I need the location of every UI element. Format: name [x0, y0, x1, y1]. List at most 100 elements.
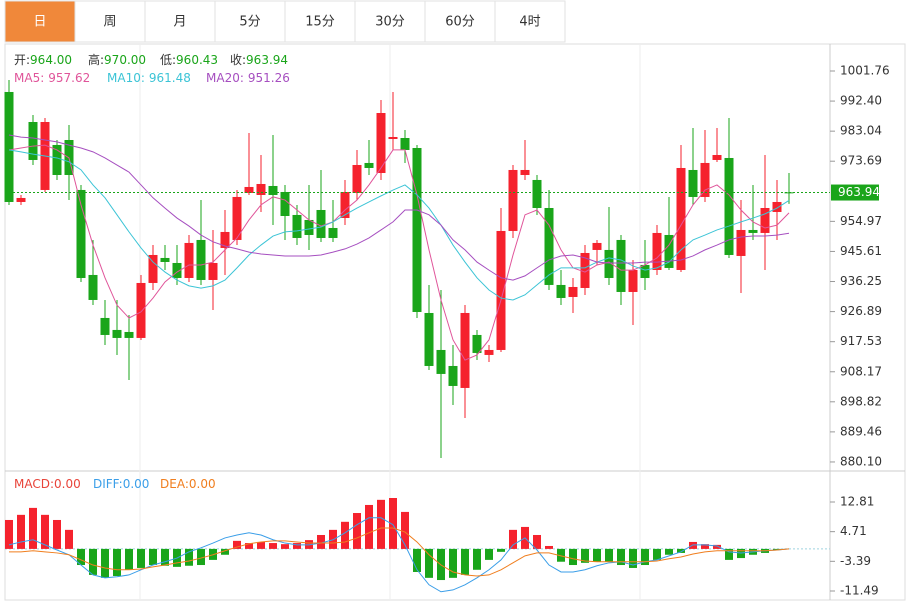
- candle-body: [556, 284, 566, 298]
- candle-body: [256, 183, 266, 195]
- candle-body: [136, 282, 146, 338]
- ohlc-label: 收:: [230, 53, 246, 67]
- macd-bar: [377, 499, 385, 549]
- candle-body: [484, 349, 494, 355]
- y-tick-label: 954.97: [840, 214, 882, 228]
- macd-bar: [101, 548, 109, 578]
- y-tick-label: -3.39: [840, 554, 871, 568]
- tab-label[interactable]: 5分: [239, 15, 260, 30]
- candle-body: [16, 197, 26, 202]
- tab[interactable]: [424, 0, 496, 43]
- ma-legend: MA5: 957.62: [14, 71, 90, 85]
- y-tick-label: 945.61: [840, 244, 882, 258]
- y-tick-label: 926.89: [840, 304, 882, 318]
- candle-body: [700, 162, 710, 197]
- candle-body: [496, 230, 506, 350]
- candle-body: [4, 91, 14, 202]
- candle-body: [592, 242, 602, 250]
- ohlc-value: 960.43: [176, 53, 218, 67]
- macd-bar: [701, 544, 709, 549]
- candle-body: [160, 257, 170, 262]
- tab-label[interactable]: 4时: [519, 15, 540, 30]
- candle-body: [460, 312, 470, 388]
- candle-body: [280, 191, 290, 216]
- candle-body: [640, 264, 650, 278]
- candle-body: [28, 121, 38, 160]
- macd-legend: DIFF:0.00: [93, 477, 149, 491]
- macd-bar: [197, 548, 205, 566]
- y-tick-label: 908.17: [840, 364, 882, 378]
- ohlc-value: 970.00: [104, 53, 146, 67]
- macd-bar: [77, 548, 85, 566]
- y-tick-label: 936.25: [840, 274, 882, 288]
- tab[interactable]: [4, 0, 76, 43]
- ma-name: MA5:: [14, 71, 44, 85]
- macd-bar: [293, 543, 301, 549]
- ohlc-value: 963.94: [246, 53, 288, 67]
- candle-body: [580, 252, 590, 288]
- y-tick-label: 983.04: [840, 124, 882, 138]
- macd-bar: [269, 543, 277, 549]
- candle-body: [340, 191, 350, 218]
- ma-name: MA10:: [107, 71, 145, 85]
- tab-label[interactable]: 15分: [305, 15, 335, 30]
- candle-body: [292, 214, 302, 238]
- macd-bar: [485, 548, 493, 560]
- macd-bar: [713, 544, 721, 549]
- macd-bar: [629, 548, 637, 568]
- tab-label[interactable]: 周: [103, 15, 116, 30]
- macd-bar: [137, 548, 145, 568]
- tab-label[interactable]: 60分: [445, 15, 475, 30]
- tab-label[interactable]: 30分: [375, 15, 405, 30]
- candle-body: [172, 262, 182, 278]
- candle-body: [628, 269, 638, 292]
- candle-body: [184, 242, 194, 278]
- candle-body: [88, 274, 98, 300]
- ohlc-legend: 低:960.43: [160, 53, 218, 67]
- macd-bar: [473, 548, 481, 570]
- y-tick-label: 1001.76: [840, 63, 890, 77]
- macd-bar: [89, 548, 97, 575]
- y-tick-label: 880.10: [840, 454, 882, 468]
- candle-body: [112, 329, 122, 338]
- candle-body: [652, 232, 662, 270]
- macd-bar: [533, 534, 541, 549]
- ma-name: MA20:: [206, 71, 244, 85]
- macd-bar: [725, 548, 733, 560]
- ohlc-label: 高:: [88, 52, 104, 67]
- candle-body: [208, 262, 218, 280]
- tab[interactable]: [354, 0, 426, 43]
- macd-bar: [149, 548, 157, 566]
- macd-bar: [17, 514, 25, 549]
- candle-body: [736, 229, 746, 256]
- ma-value: 957.62: [48, 71, 90, 85]
- ma-line: [8, 134, 790, 281]
- candle-body: [772, 201, 782, 212]
- tab-label[interactable]: 日: [33, 15, 46, 30]
- macd-bar: [281, 544, 289, 549]
- y-tick-label: 917.53: [840, 334, 882, 348]
- macd-line: [9, 527, 790, 577]
- candle-body: [52, 144, 62, 175]
- macd-bar: [257, 541, 265, 549]
- macd-bar: [185, 548, 193, 566]
- macd-name: DEA:: [160, 477, 189, 491]
- tab-label[interactable]: 月: [173, 15, 186, 30]
- y-tick-label: 973.69: [840, 154, 882, 168]
- candle-body: [748, 229, 758, 233]
- candle-body: [664, 234, 674, 268]
- tab[interactable]: [494, 0, 566, 43]
- candle-body: [232, 196, 242, 240]
- tab[interactable]: [284, 0, 356, 43]
- candle-body: [412, 147, 422, 312]
- tab[interactable]: [74, 0, 146, 43]
- macd-bar: [497, 548, 505, 552]
- tab[interactable]: [144, 0, 216, 43]
- macd-bar: [617, 548, 625, 566]
- macd-bar: [605, 548, 613, 562]
- macd-legend: DEA:0.00: [160, 477, 216, 491]
- macd-bar: [593, 548, 601, 562]
- ohlc-value: 964.00: [30, 53, 72, 67]
- candle-body: [724, 157, 734, 255]
